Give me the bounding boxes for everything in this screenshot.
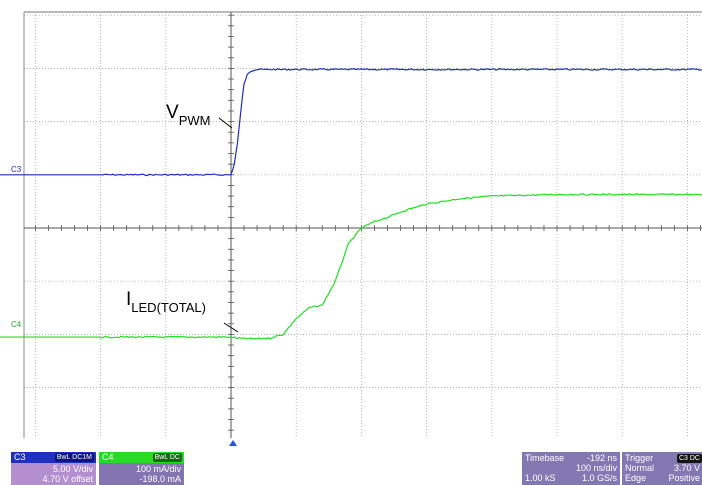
trace-layer [0, 68, 702, 340]
channel-c4-panel[interactable]: C4 BwL DC 100 mA/div -198.0 mA [99, 452, 184, 485]
channel-c3-header: C3 BwL DC1M [11, 452, 96, 463]
channel-c3-offset: 4.70 V offset [42, 474, 93, 484]
trigger-level: 3.70 V [673, 463, 700, 473]
vpwm-leader-line [218, 117, 233, 129]
graticule-grid [23, 11, 702, 438]
trigger-type: Edge [625, 473, 647, 483]
channel-c4-header: C4 BwL DC [99, 452, 184, 463]
timebase-panel[interactable]: Timebase -192 ns 100 ns/div 1.00 kS 1.0 … [522, 452, 620, 485]
trigger-mode: Normal [625, 463, 655, 473]
trigger-position-marker [229, 440, 237, 446]
channel-c3-label: C3 [14, 452, 26, 462]
iled-label-sub: LED(TOTAL) [131, 300, 206, 315]
iled-annotation: ILED(TOTAL) [126, 289, 239, 333]
channel-c3-vdiv: 5.00 V/div [52, 464, 93, 474]
timebase-label: Timebase [525, 453, 565, 463]
trigger-flags: C3 DC [676, 454, 702, 463]
channel-c3-panel[interactable]: C3 BwL DC1M 5.00 V/div 4.70 V offset [11, 452, 96, 485]
channel-c3-body: 5.00 V/div 4.70 V offset [11, 463, 96, 485]
trace-c3 [100, 68, 702, 177]
channel-c4-flags: BwL DC [152, 453, 182, 462]
timebase-samples: 1.00 kS [525, 473, 556, 483]
channel-c4-body: 100 mA/div -198.0 mA [99, 463, 184, 485]
timebase-tdiv: 100 ns/div [575, 463, 617, 473]
channel-c4-offset: -198.0 mA [139, 474, 181, 484]
vpwm-annotation: VPWM [166, 102, 233, 129]
channel-c3-flags: BwL DC1M [54, 453, 94, 462]
vpwm-label-main: V [166, 102, 179, 123]
channel-c4-label: C4 [102, 452, 114, 462]
iled-label-main: I [126, 289, 131, 310]
timebase-rate: 1.0 GS/s [581, 473, 617, 483]
channel-c4-adiv: 100 mA/div [135, 464, 181, 474]
trigger-slope: Positive [668, 473, 700, 483]
trigger-panel[interactable]: Trigger C3 DC Normal 3.70 V Edge Positiv… [622, 452, 702, 485]
channel-c4-marker: C4 [11, 320, 22, 329]
trace-c4 [100, 193, 702, 340]
svg-text:ILED(TOTAL): ILED(TOTAL) [126, 289, 206, 315]
iled-leader-line [223, 322, 239, 333]
trigger-label: Trigger [625, 453, 654, 463]
vpwm-label-sub: PWM [179, 113, 211, 128]
timebase-delay: -192 ns [586, 453, 617, 463]
svg-text:VPWM: VPWM [166, 102, 210, 128]
channel-c3-marker: C3 [11, 165, 22, 174]
